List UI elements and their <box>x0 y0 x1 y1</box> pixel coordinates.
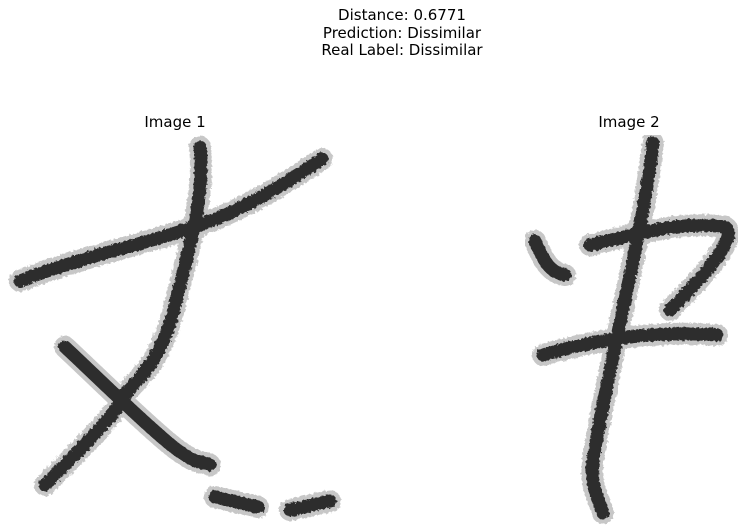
real-label-text: Real Label: Dissimilar <box>321 41 483 59</box>
image-2-svg <box>524 135 740 524</box>
distance-text: Distance: 0.6771 <box>338 6 466 24</box>
prediction-text: Prediction: Dissimilar <box>322 23 482 42</box>
image-1-title: Image 1 <box>144 113 206 131</box>
image-1-glyph <box>0 135 345 530</box>
image-1-svg <box>9 136 341 521</box>
figure-title: Distance: 0.6771 Prediction: Dissimilar … <box>0 6 749 60</box>
image-2-title: Image 2 <box>598 113 660 131</box>
image-2-glyph <box>505 135 749 530</box>
